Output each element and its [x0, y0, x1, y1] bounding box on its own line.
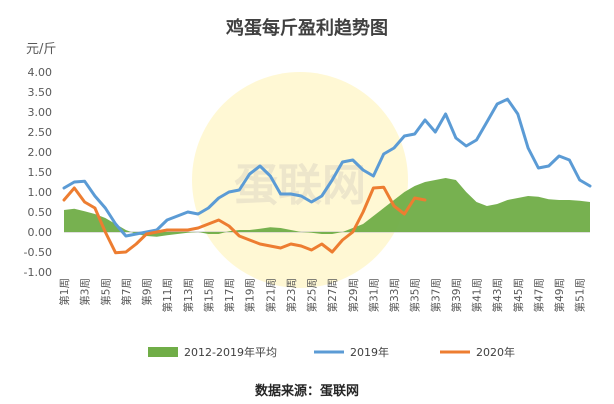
watermark-text: 蛋联网: [234, 160, 366, 211]
y-tick-label: 3.00: [28, 106, 53, 119]
y-tick-label: -1.00: [24, 266, 52, 279]
y-axis-unit-label: 元/斤: [26, 42, 57, 57]
x-tick-label: 第9周: [141, 278, 154, 306]
watermark-circle: [192, 72, 408, 288]
x-tick-label: 第15周: [202, 278, 215, 312]
x-tick-label: 第31周: [367, 278, 380, 312]
x-tick-label: 第23周: [285, 278, 298, 312]
x-tick-label: 第19周: [244, 278, 257, 312]
y-tick-label: 0.00: [28, 226, 53, 239]
legend-swatch-avg: [148, 347, 178, 357]
legend-label: 2012-2019年平均: [184, 345, 277, 359]
y-tick-label: 3.50: [28, 86, 53, 99]
x-tick-label: 第17周: [223, 278, 236, 312]
x-tick-label: 第51周: [574, 278, 587, 312]
series-line-2020: [62, 185, 427, 255]
legend-label: 2019年: [350, 345, 389, 359]
chart-title: 鸡蛋每斤盈利趋势图: [226, 18, 388, 39]
x-tick-label: 第43周: [491, 278, 504, 312]
x-tick-label: 第11周: [161, 278, 174, 312]
y-tick-label: -0.50: [24, 246, 52, 259]
y-tick-label: 4.00: [28, 66, 53, 79]
y-tick-label: 2.50: [28, 126, 53, 139]
x-tick-label: 第5周: [99, 278, 112, 306]
x-tick-label: 第29周: [347, 278, 360, 312]
x-tick-label: 第1周: [58, 278, 71, 306]
data-source-label: 数据来源：蛋联网: [254, 384, 359, 399]
series-area-avg: [64, 178, 590, 237]
y-tick-label: 1.50: [28, 166, 53, 179]
x-tick-label: 第13周: [182, 278, 195, 312]
x-tick-label: 第49周: [553, 278, 566, 312]
y-tick-label: 2.00: [28, 146, 53, 159]
x-tick-label: 第41周: [471, 278, 484, 312]
x-tick-label: 第39周: [450, 278, 463, 312]
x-tick-label: 第27周: [326, 278, 339, 312]
series-line-2019: [62, 97, 592, 238]
x-tick-label: 第33周: [388, 278, 401, 312]
x-tick-label: 第25周: [306, 278, 319, 312]
y-tick-label: 1.00: [28, 186, 53, 199]
x-tick-label: 第45周: [512, 278, 525, 312]
y-tick-label: 0.50: [28, 206, 53, 219]
x-tick-label: 第7周: [120, 278, 133, 306]
x-tick-label: 第37周: [429, 278, 442, 312]
legend-label: 2020年: [476, 345, 515, 359]
x-tick-label: 第35周: [409, 278, 422, 312]
x-tick-label: 第47周: [532, 278, 545, 312]
x-tick-label: 第21周: [264, 278, 277, 312]
x-tick-label: 第3周: [79, 278, 92, 306]
